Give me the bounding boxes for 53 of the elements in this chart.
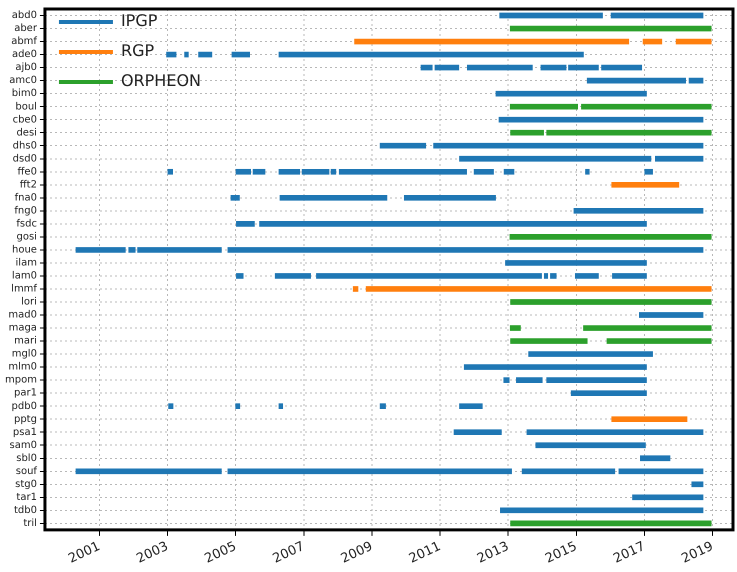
x-tick-label: 2001 (66, 539, 103, 567)
y-tick-label: fsdc (16, 218, 37, 230)
y-tick-label: tdb0 (14, 504, 37, 516)
y-tick-label: fft2 (20, 179, 37, 190)
x-tick-label: 2005 (202, 539, 239, 567)
y-tick-label: sam0 (9, 440, 37, 451)
x-tick-label: 2017 (611, 539, 648, 567)
y-tick-label: abd0 (12, 10, 37, 22)
y-tick-label: abmf (11, 36, 38, 48)
legend-label: RGP (120, 41, 154, 60)
y-tick-label: fng0 (14, 205, 37, 216)
y-tick-label: desi (16, 127, 37, 138)
y-tick-label: sbl0 (16, 452, 37, 464)
y-tick-label: bim0 (12, 88, 37, 100)
y-tick-label: maga (8, 322, 37, 334)
x-tick-label: 2009 (338, 539, 376, 567)
y-tick-label: mlm0 (8, 362, 37, 373)
y-tick-label: houe (12, 244, 37, 256)
x-tick-label: 2003 (134, 539, 171, 567)
x-tick-label: 2013 (474, 539, 512, 567)
y-tick-label: gosi (16, 231, 37, 242)
y-tick-label: souf (16, 466, 38, 477)
x-tick-label: 2011 (406, 539, 444, 567)
x-tick-label: 2015 (543, 539, 580, 567)
y-tick-label: mad0 (8, 310, 37, 321)
legend-label: IPGP (120, 11, 158, 30)
y-tick-label: tril (23, 518, 37, 529)
y-tick-label: lam0 (12, 270, 37, 282)
x-tick-label: 2007 (270, 539, 307, 567)
y-tick-label: lmmf (11, 284, 38, 295)
y-tick-label: aber (14, 23, 38, 34)
y-tick-label: dhs0 (12, 140, 37, 152)
y-tick-label: lori (21, 296, 37, 308)
y-tick-label: cbe0 (12, 114, 37, 126)
y-tick-label: pptg (14, 414, 37, 425)
y-tick-label: mari (14, 336, 37, 347)
y-tick-label: dsd0 (12, 153, 37, 164)
y-tick-label: boul (15, 101, 37, 112)
y-tick-label: ade0 (12, 49, 37, 60)
y-tick-label: par1 (14, 388, 37, 399)
y-tick-label: ajb0 (15, 62, 37, 74)
x-tick-label: 2019 (679, 539, 716, 567)
y-tick-label: tar1 (16, 492, 37, 503)
y-tick-label: ilam (16, 258, 37, 269)
y-tick-label: pdb0 (12, 400, 37, 412)
y-tick-label: stg0 (15, 478, 37, 490)
y-tick-label: amc0 (9, 75, 37, 86)
y-tick-label: mpom (4, 374, 37, 386)
y-tick-label: fna0 (14, 192, 37, 204)
legend-label: ORPHEON (120, 71, 202, 90)
y-tick-label: ffe0 (18, 166, 37, 178)
y-tick-label: mgl0 (12, 348, 37, 360)
y-tick-label: psa1 (12, 426, 37, 438)
